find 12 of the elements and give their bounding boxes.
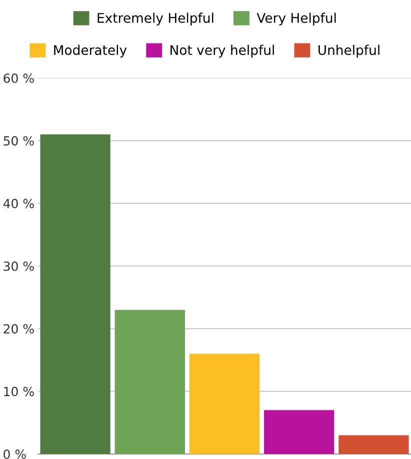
legend-label: Not very helpful [170,44,274,58]
y-tick-label: 0 % [4,449,26,459]
y-tick-label: 60 % [4,73,34,83]
legend-label: Unhelpful [318,44,380,58]
y-tick-label: 20 % [4,324,34,334]
y-tick-label: 50 % [4,136,34,146]
y-tick-label: 30 % [4,261,34,271]
y-tick-label: 40 % [3,198,34,208]
y-tick-label: 10 % [4,386,34,396]
legend-label: Very Helpful [256,12,336,26]
legend-label: Extremely Helpful [98,12,214,26]
legend-label: Moderately [54,44,127,58]
